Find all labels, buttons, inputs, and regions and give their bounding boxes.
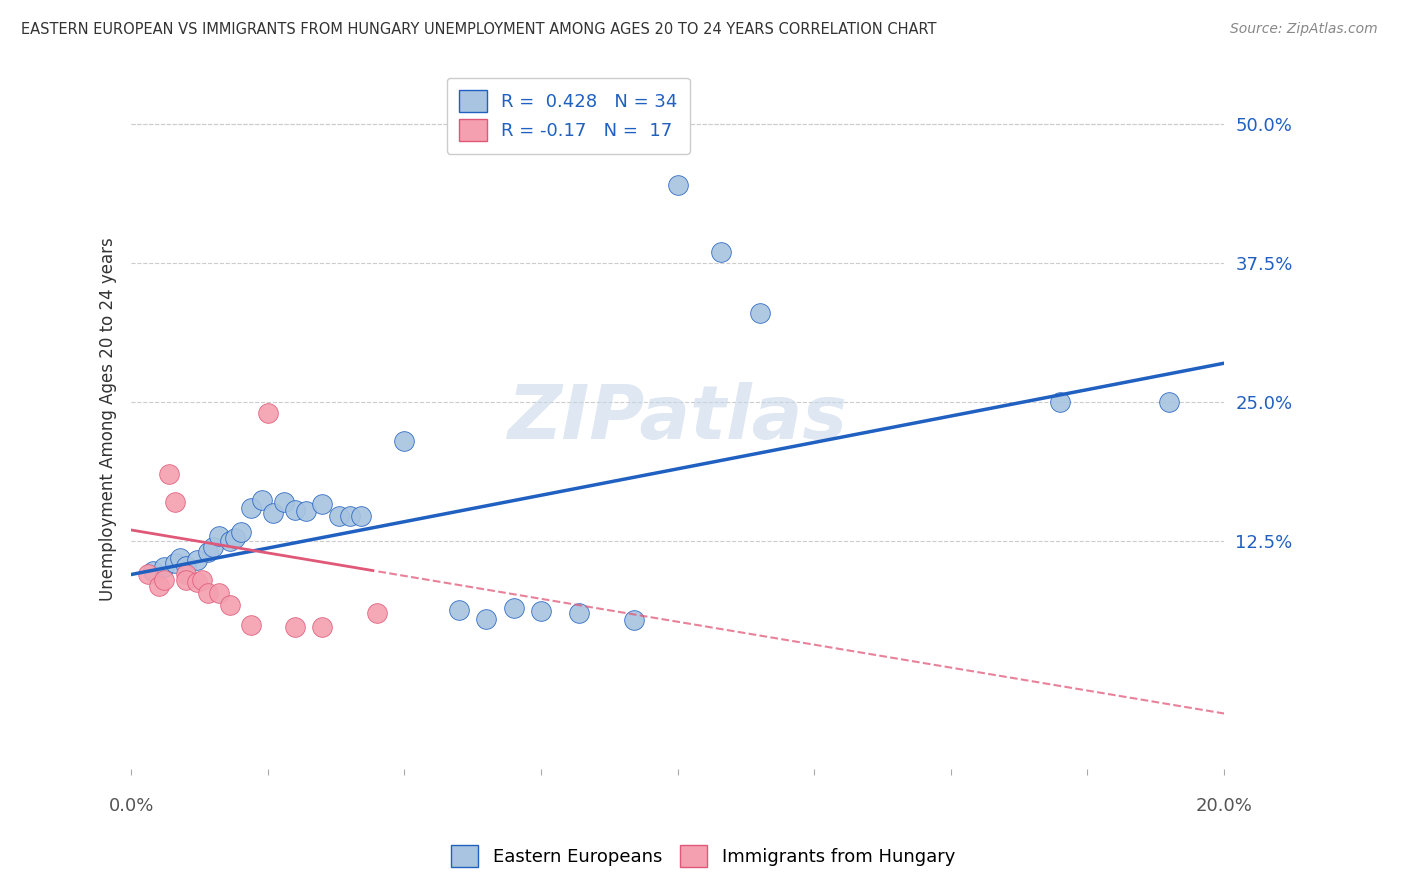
- Y-axis label: Unemployment Among Ages 20 to 24 years: Unemployment Among Ages 20 to 24 years: [100, 237, 117, 600]
- Point: [366, 607, 388, 621]
- Point: [502, 600, 524, 615]
- Point: [273, 495, 295, 509]
- Point: [202, 540, 225, 554]
- Point: [174, 573, 197, 587]
- Point: [159, 467, 181, 482]
- Point: [186, 553, 208, 567]
- Point: [568, 607, 591, 621]
- Point: [169, 550, 191, 565]
- Point: [666, 178, 689, 193]
- Point: [153, 559, 176, 574]
- Point: [218, 534, 240, 549]
- Point: [163, 557, 186, 571]
- Point: [224, 531, 246, 545]
- Point: [208, 528, 231, 542]
- Point: [262, 506, 284, 520]
- Point: [208, 586, 231, 600]
- Point: [252, 493, 274, 508]
- Point: [284, 503, 307, 517]
- Text: 20.0%: 20.0%: [1195, 797, 1253, 815]
- Point: [284, 620, 307, 634]
- Point: [186, 575, 208, 590]
- Text: Source: ZipAtlas.com: Source: ZipAtlas.com: [1230, 22, 1378, 37]
- Point: [623, 613, 645, 627]
- Point: [174, 567, 197, 582]
- Legend: Eastern Europeans, Immigrants from Hungary: Eastern Europeans, Immigrants from Hunga…: [444, 838, 962, 874]
- Point: [475, 612, 498, 626]
- Point: [1049, 395, 1071, 409]
- Point: [350, 508, 373, 523]
- Point: [142, 564, 165, 578]
- Point: [197, 586, 219, 600]
- Point: [174, 558, 197, 573]
- Point: [449, 603, 471, 617]
- Point: [311, 498, 333, 512]
- Point: [229, 525, 252, 540]
- Point: [394, 434, 416, 448]
- Point: [257, 406, 280, 420]
- Point: [191, 573, 214, 587]
- Point: [197, 545, 219, 559]
- Point: [710, 245, 733, 260]
- Point: [530, 604, 553, 618]
- Point: [240, 500, 263, 515]
- Text: ZIPatlas: ZIPatlas: [508, 383, 848, 455]
- Text: EASTERN EUROPEAN VS IMMIGRANTS FROM HUNGARY UNEMPLOYMENT AMONG AGES 20 TO 24 YEA: EASTERN EUROPEAN VS IMMIGRANTS FROM HUNG…: [21, 22, 936, 37]
- Point: [311, 620, 333, 634]
- Point: [148, 579, 170, 593]
- Point: [136, 567, 159, 582]
- Point: [328, 508, 350, 523]
- Point: [339, 508, 361, 523]
- Point: [163, 495, 186, 509]
- Legend: R =  0.428   N = 34, R = -0.17   N =  17: R = 0.428 N = 34, R = -0.17 N = 17: [447, 78, 690, 154]
- Point: [240, 617, 263, 632]
- Point: [218, 598, 240, 612]
- Point: [295, 504, 318, 518]
- Text: 0.0%: 0.0%: [108, 797, 153, 815]
- Point: [153, 573, 176, 587]
- Point: [1159, 395, 1181, 409]
- Point: [748, 306, 770, 320]
